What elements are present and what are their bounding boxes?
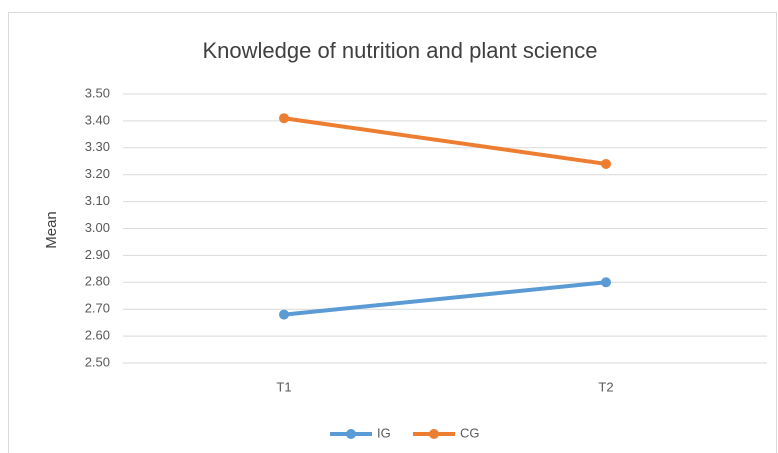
y-tick-label: 2.70 bbox=[85, 301, 110, 316]
y-tick-label: 3.00 bbox=[85, 220, 110, 235]
series-line bbox=[282, 116, 608, 166]
y-tick-label: 2.60 bbox=[85, 328, 110, 343]
y-tick-label: 2.90 bbox=[85, 247, 110, 262]
legend-marker bbox=[429, 429, 439, 439]
chart-title: Knowledge of nutrition and plant science bbox=[202, 38, 597, 63]
data-point bbox=[279, 309, 289, 320]
legend-label: CG bbox=[460, 425, 480, 440]
y-tick-label: 2.50 bbox=[85, 354, 110, 369]
y-tick-label: 2.80 bbox=[85, 274, 110, 289]
x-tick-label: T2 bbox=[598, 379, 613, 394]
data-point bbox=[279, 113, 289, 124]
y-axis-title: Mean bbox=[43, 211, 60, 249]
data-point bbox=[601, 277, 611, 288]
y-tick-label: 3.40 bbox=[85, 112, 110, 127]
legend-marker bbox=[346, 429, 356, 439]
y-tick-label: 3.50 bbox=[85, 85, 110, 100]
y-tick-label: 3.10 bbox=[85, 193, 110, 208]
legend-label: IG bbox=[377, 425, 391, 440]
data-point bbox=[601, 158, 611, 169]
y-tick-label: 3.30 bbox=[85, 139, 110, 154]
series-line bbox=[282, 280, 608, 317]
y-tick-label: 3.20 bbox=[85, 166, 110, 181]
chart-border bbox=[8, 12, 777, 453]
x-tick-label: T1 bbox=[276, 379, 291, 394]
